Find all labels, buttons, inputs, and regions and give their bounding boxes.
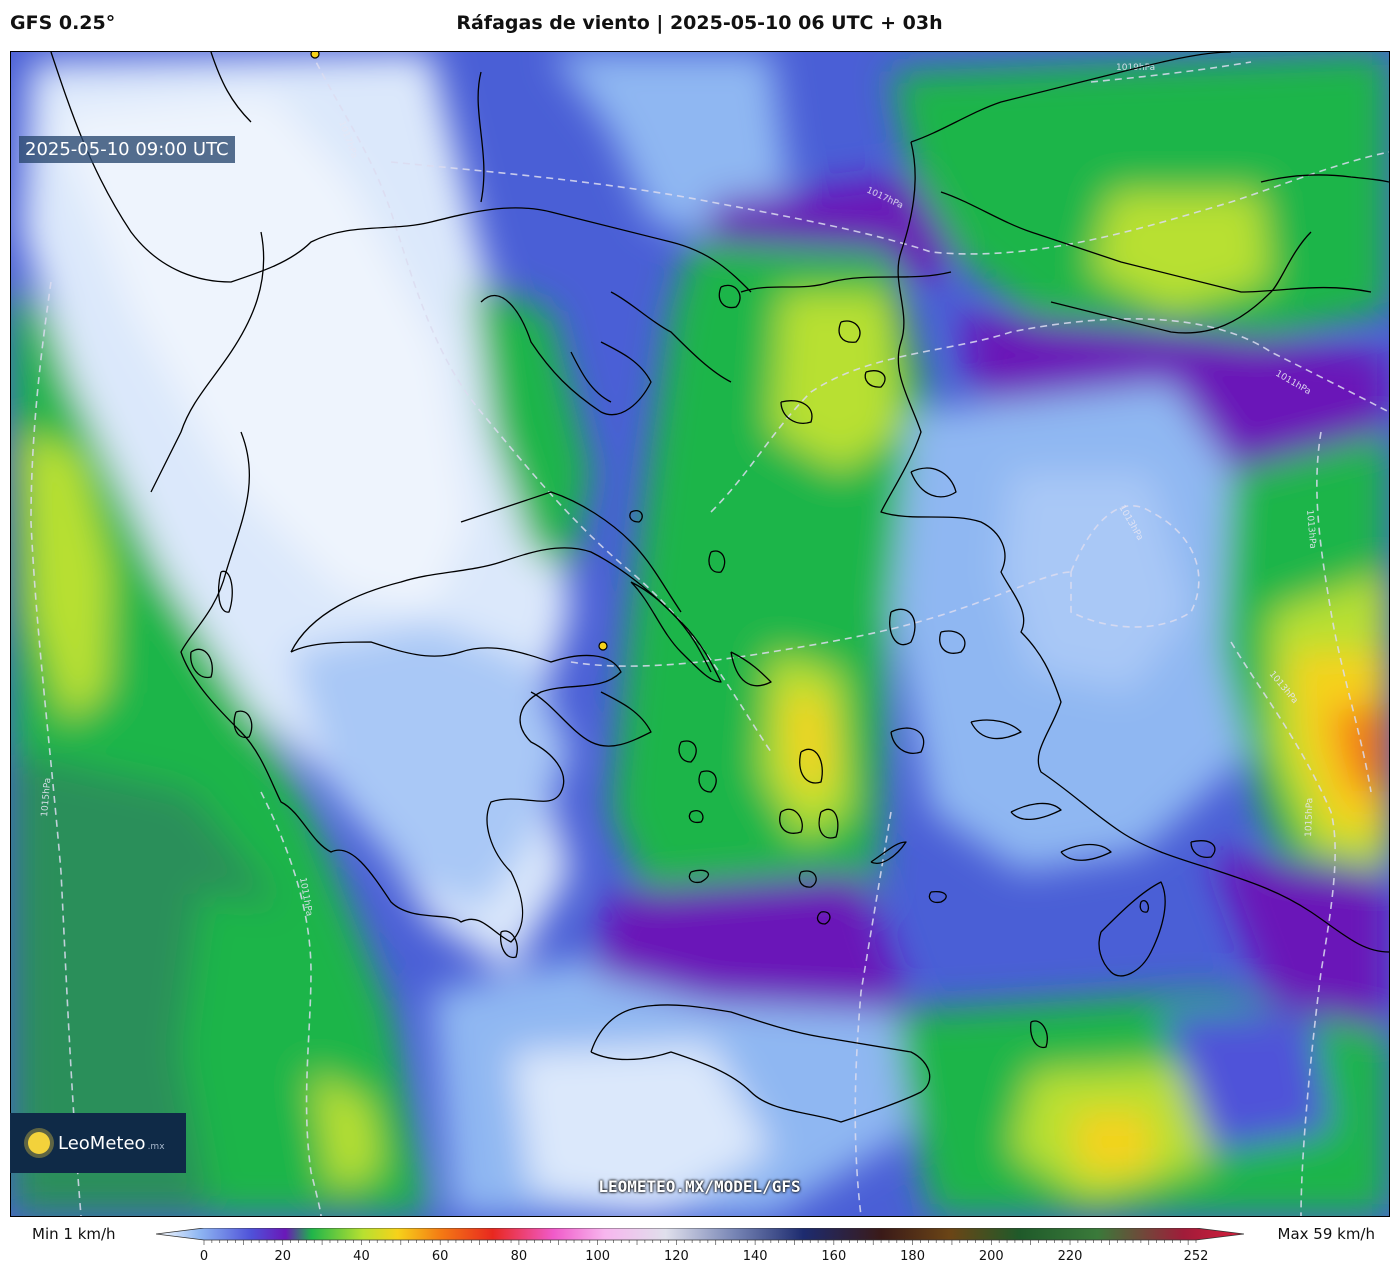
watermark-url: LEOMETEO.MX/MODEL/GFS [598, 1177, 801, 1196]
isobar-label: 1013hPa [1304, 509, 1317, 549]
colorbar-tick-label: 140 [742, 1249, 768, 1264]
colorbar-max-label: Max 59 km/h [1277, 1225, 1376, 1243]
wind-gust-map[interactable]: 1019hPa 1017hPa 1017hPa 1011hPa 1013hPa … [10, 51, 1390, 1217]
colorbar [156, 1228, 1244, 1245]
leometeo-logo[interactable]: LeoMeteo .mx [10, 1113, 186, 1173]
colorbar-tick-label: 60 [431, 1249, 449, 1264]
model-label: GFS 0.25° [10, 12, 116, 34]
map-title: Ráfagas de viento | 2025-05-10 06 UTC + … [456, 12, 943, 34]
colorbar-tick-label: 40 [353, 1249, 370, 1264]
colorbar-tick-label: 200 [978, 1249, 1004, 1264]
coastlines [50, 52, 1389, 1123]
colorbar-tick-label: 80 [510, 1249, 528, 1264]
city-marker-athens [598, 641, 608, 651]
colorbar-tick-label: 0 [199, 1249, 209, 1264]
wind-field [11, 52, 1389, 1216]
colorbar-min-label: Min 1 km/h [32, 1225, 116, 1243]
isobar-label: 1015hPa [40, 777, 53, 817]
city-markers [310, 52, 608, 651]
logo-tld: .mx [147, 1141, 165, 1152]
colorbar-tick-label: 160 [821, 1249, 847, 1264]
map-canvas: 1019hPa 1017hPa 1017hPa 1011hPa 1013hPa … [11, 52, 1389, 1216]
isobar-label: 1015hPa [1304, 798, 1315, 837]
sun-icon [28, 1132, 50, 1154]
colorbar-tick-label: 120 [663, 1249, 689, 1264]
colorbar-ramp [156, 1228, 1244, 1241]
colorbar-tick-label: 220 [1057, 1249, 1083, 1264]
colorbar-tick-label: 252 [1183, 1249, 1209, 1264]
colorbar-tick-label: 20 [274, 1249, 291, 1264]
valid-time-label: 2025-05-10 09:00 UTC [19, 136, 235, 163]
colorbar-tick-label: 180 [900, 1249, 925, 1264]
colorbar-tick-label: 100 [585, 1249, 611, 1264]
city-marker-north [310, 52, 320, 59]
logo-name: LeoMeteo .mx [58, 1132, 165, 1154]
